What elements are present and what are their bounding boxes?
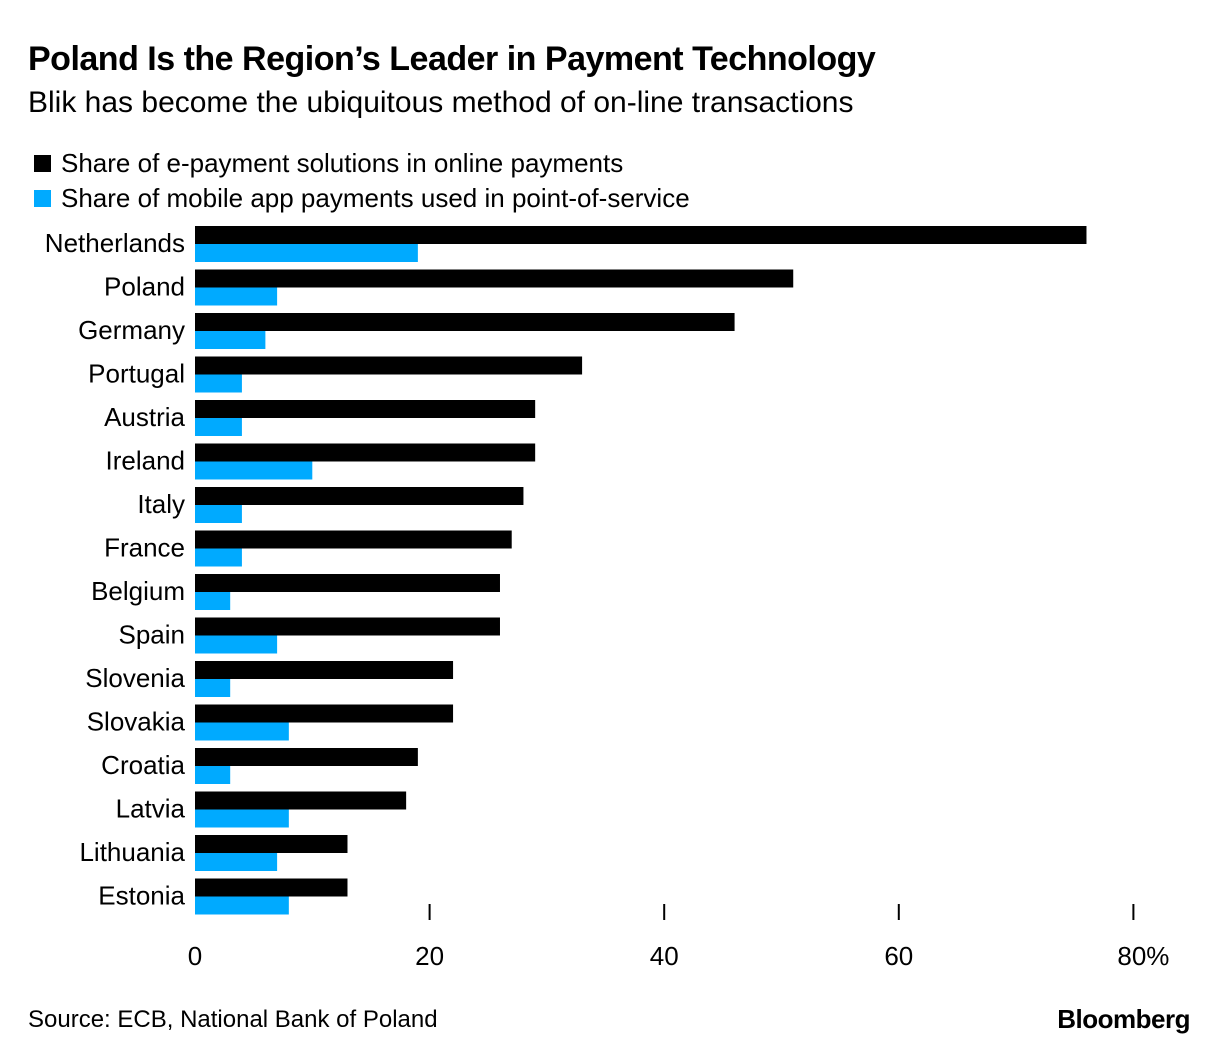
legend-label-online: Share of e-payment solutions in online p… bbox=[61, 148, 624, 178]
category-label: Germany bbox=[78, 315, 185, 345]
bar-online bbox=[195, 400, 536, 418]
bar-online bbox=[195, 269, 794, 288]
legend-item-online: Share of e-payment solutions in online p… bbox=[34, 148, 623, 179]
source-note: Source: ECB, National Bank of Poland bbox=[28, 1006, 438, 1033]
bar-mobile bbox=[195, 461, 313, 480]
legend-swatch-online bbox=[34, 155, 51, 172]
bar-mobile bbox=[195, 722, 289, 741]
bar-mobile bbox=[195, 809, 289, 828]
category-label: Portugal bbox=[88, 359, 185, 389]
bar-online bbox=[195, 487, 524, 505]
bar-online bbox=[195, 748, 418, 766]
category-label: Belgium bbox=[91, 576, 185, 606]
chart-title: Poland Is the Region’s Leader in Payment… bbox=[28, 40, 876, 78]
category-label: Italy bbox=[137, 489, 185, 519]
bar-mobile bbox=[195, 244, 418, 262]
category-label: Spain bbox=[119, 620, 186, 650]
category-label: Lithuania bbox=[79, 837, 185, 867]
bar-mobile bbox=[195, 548, 242, 567]
x-tick-label: 40 bbox=[650, 941, 679, 971]
bar-online bbox=[195, 791, 407, 810]
bar-online bbox=[195, 835, 348, 853]
category-label: Poland bbox=[104, 272, 185, 302]
legend-label-mobile: Share of mobile app payments used in poi… bbox=[61, 183, 690, 213]
bar-mobile bbox=[195, 287, 278, 306]
category-label: Latvia bbox=[116, 794, 186, 824]
bar-mobile bbox=[195, 374, 242, 393]
bar-online bbox=[195, 443, 536, 462]
bar-online bbox=[195, 530, 512, 549]
category-label: Netherlands bbox=[45, 228, 185, 258]
x-tick-label: 80% bbox=[1117, 941, 1169, 971]
x-tick-label: 20 bbox=[415, 941, 444, 971]
category-label: Slovakia bbox=[87, 707, 186, 737]
bar-mobile bbox=[195, 853, 278, 871]
bar-mobile bbox=[195, 505, 242, 523]
bar-mobile bbox=[195, 592, 231, 610]
bar-mobile bbox=[195, 331, 266, 349]
legend-swatch-mobile bbox=[34, 190, 51, 207]
category-label: Estonia bbox=[98, 881, 185, 911]
legend-item-mobile: Share of mobile app payments used in poi… bbox=[34, 183, 690, 214]
category-label: France bbox=[104, 533, 185, 563]
category-label: Slovenia bbox=[85, 663, 185, 693]
bar-online bbox=[195, 356, 583, 375]
bar-mobile bbox=[195, 896, 289, 915]
bar-online bbox=[195, 878, 348, 897]
bar-mobile bbox=[195, 635, 278, 654]
bar-online bbox=[195, 617, 500, 636]
chart-subtitle: Blik has become the ubiquitous method of… bbox=[28, 86, 854, 119]
bar-online bbox=[195, 661, 454, 679]
bar-online bbox=[195, 574, 500, 592]
bar-online bbox=[195, 704, 454, 723]
category-label: Austria bbox=[104, 402, 185, 432]
bar-online bbox=[195, 226, 1087, 244]
category-label: Ireland bbox=[106, 446, 186, 476]
brand-logo: Bloomberg bbox=[1057, 1004, 1190, 1034]
x-tick-label: 0 bbox=[188, 941, 202, 971]
x-tick-label: 60 bbox=[884, 941, 913, 971]
bar-mobile bbox=[195, 766, 231, 784]
bar-mobile bbox=[195, 679, 231, 697]
bar-online bbox=[195, 313, 735, 331]
bar-mobile bbox=[195, 418, 242, 436]
category-label: Croatia bbox=[101, 750, 185, 780]
